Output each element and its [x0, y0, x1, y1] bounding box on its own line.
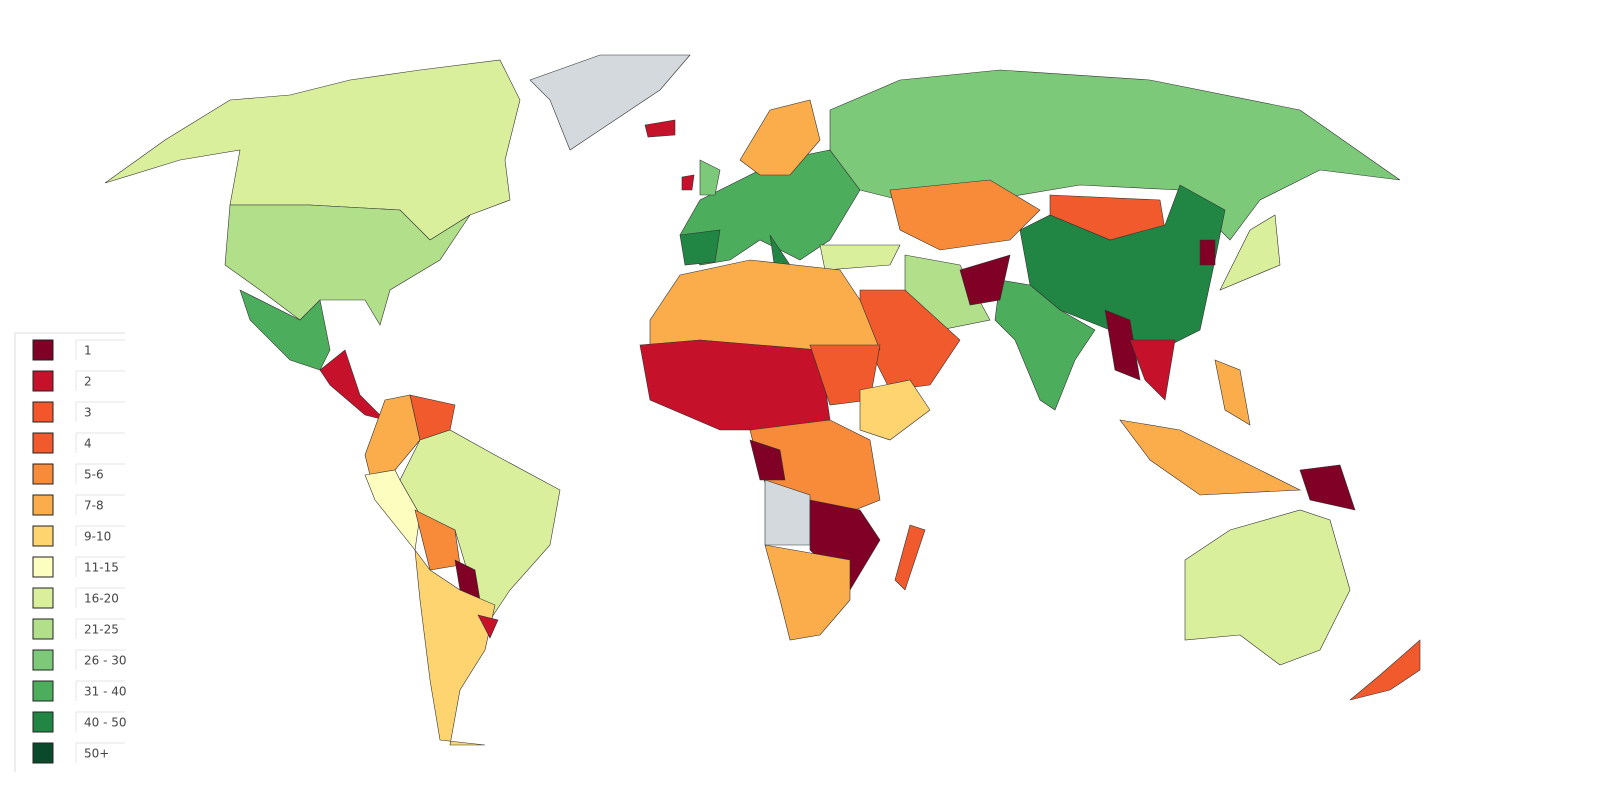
country: [1129, 339, 1176, 401]
country: [1104, 309, 1141, 381]
country: [1119, 419, 1302, 496]
country: [239, 289, 331, 371]
legend-swatch: [32, 742, 54, 764]
country: [1219, 214, 1281, 291]
country: [477, 614, 499, 639]
country: [679, 229, 721, 266]
country: [1184, 509, 1351, 666]
legend-swatch: [32, 494, 54, 516]
countries: [104, 54, 1421, 746]
legend-label: 11-15: [84, 561, 119, 575]
legend-label: 9-10: [84, 530, 111, 544]
country: [859, 379, 931, 441]
country: [649, 259, 881, 351]
legend-label: 31 - 40: [84, 685, 127, 699]
country: [1299, 464, 1356, 511]
legend-swatch: [32, 432, 54, 454]
legend-label: 7-8: [84, 499, 104, 513]
legend-swatch: [32, 618, 54, 640]
legend-label: 3: [84, 406, 92, 420]
country: [1349, 639, 1421, 701]
legend-label: 16-20: [84, 592, 119, 606]
country: [679, 149, 861, 266]
legend-swatch: [32, 339, 54, 361]
country: [994, 279, 1096, 411]
legend-swatch: [32, 401, 54, 423]
country: [739, 99, 821, 176]
legend-label: 50+: [84, 747, 109, 761]
country: [819, 244, 901, 271]
country: [764, 544, 851, 641]
country: [639, 339, 831, 431]
country: [681, 174, 695, 191]
legend-label: 5-6: [84, 468, 104, 482]
country: [894, 524, 926, 591]
legend-swatch: [32, 680, 54, 702]
country: [1214, 359, 1251, 426]
legend-label: 21-25: [84, 623, 119, 637]
country: [644, 119, 676, 138]
legend: 1 2 3 4 5-6 7-8 9-10 11-15 16-20 21-25 26 - 30 31 -…: [14, 332, 127, 772]
legend-label: 40 - 50: [84, 716, 127, 730]
country: [699, 159, 721, 196]
legend-swatch: [32, 463, 54, 485]
country: [224, 204, 471, 326]
country: [959, 254, 1011, 306]
legend-swatch: [32, 370, 54, 392]
country: [1199, 239, 1216, 266]
country: [104, 59, 521, 241]
country: [529, 54, 691, 151]
country: [889, 179, 1041, 251]
country: [749, 439, 786, 481]
country: [414, 548, 496, 746]
legend-label: 26 - 30: [84, 654, 127, 668]
legend-swatch: [32, 711, 54, 733]
legend-label: 4: [84, 437, 92, 451]
legend-label: 2: [84, 375, 92, 389]
legend-swatch: [32, 525, 54, 547]
legend-swatch: [32, 649, 54, 671]
country: [319, 349, 386, 421]
legend-label: 1: [84, 344, 92, 358]
legend-swatch: [32, 556, 54, 578]
legend-swatch: [32, 587, 54, 609]
